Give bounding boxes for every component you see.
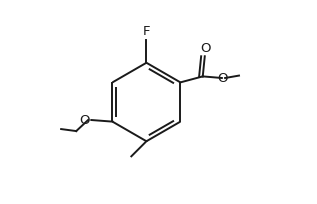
Text: O: O <box>201 42 211 55</box>
Text: F: F <box>143 25 150 38</box>
Text: O: O <box>79 113 90 126</box>
Text: O: O <box>218 71 228 84</box>
